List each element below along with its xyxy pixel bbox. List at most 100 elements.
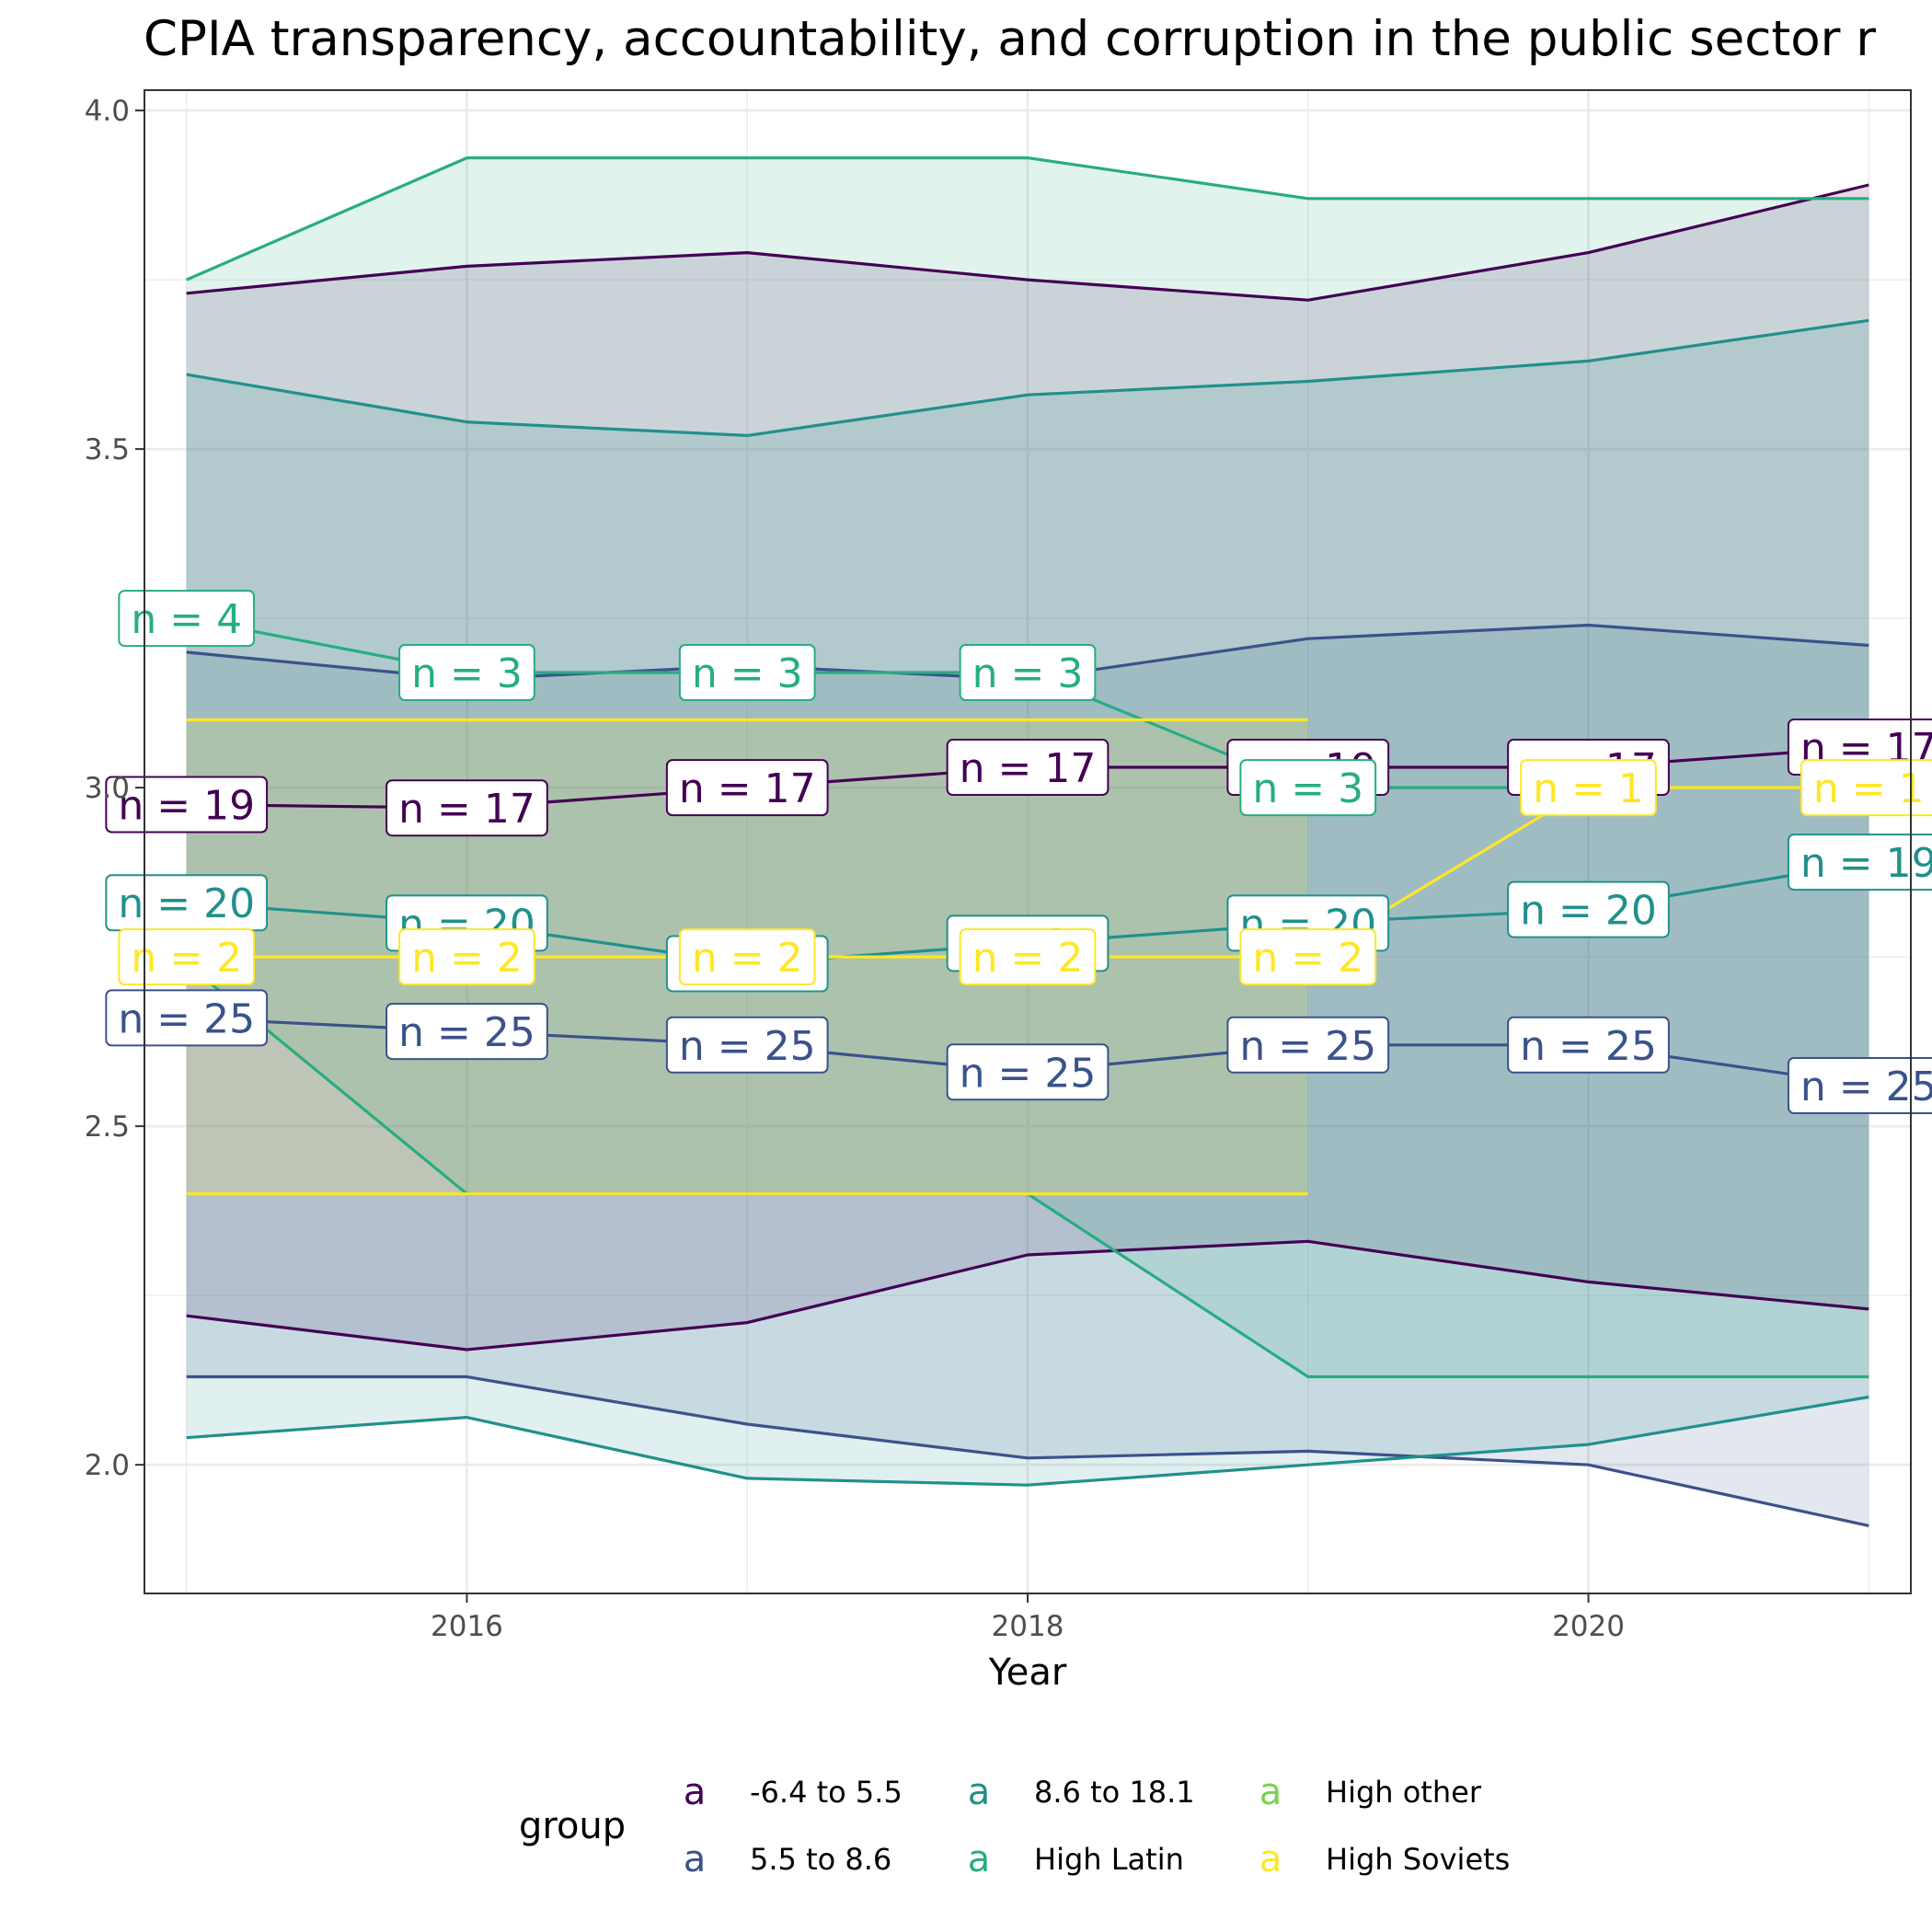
n-label-text: n = 17 — [679, 765, 816, 812]
n-label: n = 1 — [1520, 759, 1657, 817]
n-label: n = 17 — [946, 739, 1110, 797]
n-label-box — [105, 776, 269, 834]
n-label: n = 19 — [105, 776, 269, 834]
n-label: n = 2 — [678, 928, 816, 986]
n-label-box — [946, 1043, 1110, 1101]
n-label-text: n = 2 — [411, 935, 523, 982]
chart-title: CPIA transparency, accountability, and c… — [144, 11, 1877, 67]
n-label-box — [665, 759, 829, 817]
n-label-text: n = 3 — [972, 650, 1084, 697]
n-label: n = 17 — [385, 779, 548, 837]
x-axis-title: Year — [988, 1651, 1067, 1694]
n-label-text: n = 25 — [398, 1009, 535, 1056]
n-label: n = 17 — [665, 759, 829, 817]
lower-line--6.4 to 5.5 — [186, 1239, 1869, 1351]
legend-label: High other — [1326, 1775, 1482, 1810]
n-label-text: n = 25 — [960, 1050, 1097, 1097]
legend-key: a — [1259, 1771, 1282, 1813]
n-label-box — [665, 1016, 829, 1074]
n-label-text: n = 25 — [1800, 1064, 1932, 1110]
n-label-box — [105, 989, 269, 1047]
ribbons — [186, 157, 1869, 1526]
n-label-text: n = 3 — [692, 650, 803, 697]
legend-label: High Soviets — [1326, 1842, 1510, 1877]
legend-label: -6.4 to 5.5 — [750, 1775, 903, 1810]
y-tick-label: 2.5 — [85, 1110, 130, 1144]
n-label-text: n = 25 — [1239, 1023, 1376, 1070]
upper-line--6.4 to 5.5 — [186, 183, 1869, 302]
y-tick-label: 2.0 — [85, 1449, 130, 1482]
n-label-text: n = 3 — [1252, 765, 1363, 812]
n-label-text: n = 25 — [679, 1023, 816, 1070]
n-label: n = 3 — [678, 643, 816, 701]
upper-line-High Latin — [186, 156, 1869, 282]
n-label-box — [1239, 759, 1377, 817]
n-label-box — [1226, 1016, 1390, 1074]
n-label-box — [118, 928, 256, 986]
legend-title: group — [519, 1805, 626, 1847]
n-label-text: n = 1 — [1813, 765, 1925, 812]
n-label: n = 25 — [385, 1003, 548, 1061]
n-label-box — [1800, 759, 1932, 817]
n-label-box — [1507, 1016, 1670, 1074]
n-label: n = 2 — [118, 928, 256, 986]
n-label-box — [385, 1003, 548, 1061]
x-tick-label: 2020 — [1552, 1610, 1625, 1643]
n-label: n = 25 — [665, 1016, 829, 1074]
upper-line-8.6 to 18.1 — [186, 318, 1869, 437]
n-label: n = 20 — [1507, 880, 1670, 938]
n-label: n = 1 — [1800, 759, 1932, 817]
n-label: n = 25 — [105, 989, 269, 1047]
n-label: n = 25 — [946, 1043, 1110, 1101]
y-tick-label: 4.0 — [85, 95, 130, 128]
lower-line-8.6 to 18.1 — [186, 1395, 1869, 1487]
n-label-text: n = 17 — [960, 745, 1097, 792]
y-tick-label: 3.5 — [85, 433, 130, 466]
n-label-box — [1520, 759, 1657, 817]
n-label-text: n = 2 — [131, 935, 242, 982]
n-label-text: n = 3 — [411, 650, 523, 697]
n-label-text: n = 19 — [118, 783, 255, 830]
n-label-box — [1787, 834, 1932, 891]
n-label-text: n = 25 — [1520, 1023, 1657, 1070]
n-label-text: n = 4 — [131, 596, 242, 643]
x-axis: 2016 2018 2020 — [431, 1593, 1625, 1643]
x-tick-label: 2016 — [431, 1610, 503, 1643]
n-label-text: n = 2 — [692, 935, 803, 982]
n-label-box — [1239, 928, 1377, 986]
legend-label: 5.5 to 8.6 — [750, 1842, 891, 1877]
n-label-box — [959, 643, 1097, 701]
n-label: n = 3 — [398, 643, 535, 701]
n-label-text: n = 2 — [1252, 935, 1363, 982]
n-label-box — [1787, 1056, 1932, 1114]
legend-key: a — [968, 1838, 991, 1880]
n-label-text: n = 20 — [118, 880, 255, 927]
legend-key: a — [684, 1838, 707, 1880]
n-label: n = 3 — [1239, 759, 1377, 817]
n-label-box — [1507, 880, 1670, 938]
n-label: n = 25 — [1226, 1016, 1390, 1074]
n-label-text: n = 20 — [1520, 888, 1657, 935]
n-label-box — [946, 739, 1110, 797]
n-label-text: n = 19 — [1800, 840, 1932, 887]
n-label: n = 4 — [118, 590, 256, 648]
legend-label: 8.6 to 18.1 — [1034, 1775, 1195, 1810]
legend: group a -6.4 to 5.5 a 5.5 to 8.6 a 8.6 to 18.… — [519, 1771, 1510, 1880]
x-tick-label: 2018 — [992, 1610, 1064, 1643]
n-label: n = 2 — [959, 928, 1097, 986]
y-tick-label: 3.0 — [85, 772, 130, 805]
n-label-text: n = 25 — [118, 995, 255, 1042]
n-label-text: n = 17 — [398, 786, 535, 833]
n-labels: n = 19n = 17n = 17n = 17n = 19n = 17n = … — [105, 590, 1932, 1114]
y-axis: 2.0 2.5 3.0 3.5 4.0 — [85, 95, 144, 1482]
n-label: n = 2 — [398, 928, 535, 986]
legend-key: a — [684, 1771, 707, 1813]
n-label: n = 3 — [959, 643, 1097, 701]
n-label: n = 2 — [1239, 928, 1377, 986]
n-label-box — [959, 928, 1097, 986]
n-label-box — [678, 643, 816, 701]
n-label-text: n = 1 — [1533, 765, 1644, 812]
n-label-box — [118, 590, 256, 648]
lower-line-5.5 to 8.6 — [186, 1374, 1869, 1527]
n-label-box — [398, 643, 535, 701]
